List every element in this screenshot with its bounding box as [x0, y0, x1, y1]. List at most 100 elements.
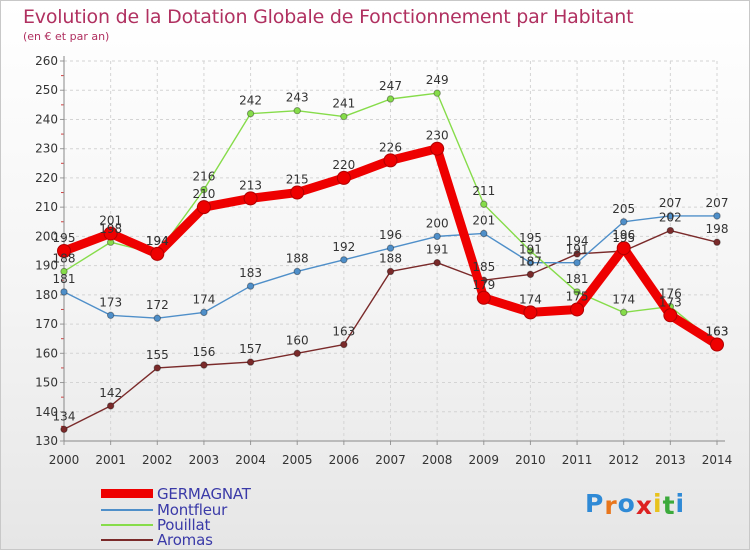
data-point-germagnat	[710, 337, 724, 352]
data-label-germagnat: 213	[239, 178, 262, 192]
x-tick-label: 2013	[655, 453, 686, 467]
data-point-germagnat	[570, 302, 585, 317]
data-label-montfleur: 207	[659, 196, 682, 210]
data-point-montfleur	[433, 232, 441, 241]
data-point-aromas	[153, 364, 161, 372]
data-point-pouillat	[526, 247, 535, 255]
x-tick-label: 2004	[235, 453, 266, 467]
data-label-aromas: 194	[566, 234, 589, 248]
data-point-montfleur	[153, 314, 161, 322]
data-label-aromas: 163	[332, 325, 355, 339]
y-tick-label: 160	[35, 346, 58, 360]
data-label-pouillat: 174	[612, 292, 635, 306]
y-tick-label: 180	[35, 288, 58, 302]
data-label-pouillat: 249	[426, 73, 449, 87]
data-point-aromas	[200, 361, 208, 369]
data-label-montfleur: 192	[332, 240, 355, 254]
y-tick-label: 190	[35, 259, 58, 273]
data-label-montfleur: 196	[379, 228, 402, 242]
data-label-aromas: 155	[146, 348, 169, 362]
data-point-pouillat	[573, 288, 581, 296]
data-point-pouillat	[386, 95, 395, 103]
data-label-aromas: 195	[612, 231, 635, 245]
data-point-pouillat	[340, 112, 348, 121]
data-label-montfleur: 207	[706, 196, 729, 210]
logo-letter: t	[662, 491, 676, 520]
data-label-aromas: 157	[239, 342, 262, 356]
proxiti-logo: Proxiti	[585, 489, 686, 520]
y-tick-label: 230	[35, 142, 58, 156]
data-label-pouillat: 181	[566, 272, 589, 286]
data-label-pouillat: 242	[239, 94, 262, 108]
legend-label-germagnat: GERMAGNAT	[157, 485, 251, 503]
chart-subtitle: (en € et par an)	[23, 30, 110, 43]
x-tick-label: 2008	[422, 453, 453, 467]
data-point-montfleur	[666, 212, 675, 220]
data-point-pouillat	[246, 109, 255, 118]
data-label-pouillat: 195	[519, 231, 542, 245]
data-point-aromas	[246, 358, 255, 366]
data-point-montfleur	[60, 288, 68, 296]
y-tick-label: 260	[35, 54, 58, 68]
data-point-montfleur	[200, 308, 208, 317]
x-tick-label: 2005	[282, 453, 313, 467]
x-tick-label: 2006	[329, 453, 360, 467]
chart-title: Evolution de la Dotation Globale de Fonc…	[23, 6, 634, 28]
data-point-germagnat	[476, 290, 491, 305]
data-point-aromas	[573, 250, 581, 258]
data-label-montfleur: 173	[99, 295, 122, 309]
y-tick-label: 250	[35, 83, 58, 97]
x-tick-label: 2012	[608, 453, 639, 467]
x-tick-label: 2003	[189, 453, 220, 467]
legend-swatch-germagnat	[101, 489, 153, 498]
data-point-germagnat	[290, 185, 305, 200]
data-label-germagnat: 179	[472, 278, 495, 292]
legend-swatch-montfleur	[101, 509, 153, 511]
data-label-montfleur: 172	[146, 298, 169, 312]
logo-letter: x	[635, 491, 653, 520]
legend-swatch-pouillat	[101, 524, 153, 526]
legend-label-pouillat: Pouillat	[157, 516, 211, 534]
data-point-aromas	[293, 349, 301, 358]
data-label-pouillat: 241	[332, 97, 355, 111]
data-label-germagnat: 173	[659, 295, 682, 309]
logo-letter: i	[675, 489, 686, 518]
y-tick-label: 220	[35, 171, 58, 185]
x-tick-label: 2009	[469, 453, 500, 467]
data-label-germagnat: 195	[53, 231, 76, 245]
data-label-aromas: 134	[53, 409, 76, 423]
data-point-montfleur	[246, 282, 255, 290]
data-point-montfleur	[293, 267, 301, 276]
logo-letter: P	[585, 489, 605, 518]
data-label-aromas: 187	[519, 254, 542, 268]
data-label-aromas: 142	[99, 386, 122, 400]
x-tick-label: 2000	[49, 453, 80, 467]
y-tick-label: 200	[35, 229, 58, 243]
y-tick-label: 170	[35, 317, 58, 331]
data-label-germagnat: 163	[706, 325, 729, 339]
data-point-aromas	[106, 402, 115, 410]
data-point-pouillat	[480, 200, 488, 208]
data-point-montfleur	[340, 256, 348, 264]
data-point-montfleur	[573, 258, 581, 267]
data-label-pouillat: 247	[379, 79, 402, 93]
data-point-germagnat	[103, 226, 118, 241]
data-point-aromas	[666, 226, 675, 235]
y-tick-label: 140	[35, 405, 58, 419]
data-point-montfleur	[480, 229, 488, 238]
x-tick-label: 2001	[95, 453, 126, 467]
legend-label-aromas: Aromas	[157, 531, 213, 549]
data-label-pouillat: 198	[99, 222, 122, 236]
data-point-pouillat	[620, 308, 628, 317]
data-point-aromas	[386, 267, 395, 276]
legend-swatch-aromas	[101, 539, 153, 541]
y-tick-label: 130	[35, 434, 58, 448]
data-label-aromas: 191	[426, 243, 449, 257]
data-label-aromas: 188	[379, 251, 402, 265]
data-label-germagnat: 196	[612, 228, 635, 242]
data-point-germagnat	[616, 241, 631, 256]
data-label-aromas: 202	[659, 211, 682, 225]
y-tick-label: 150	[35, 376, 58, 390]
data-label-germagnat: 210	[192, 187, 215, 201]
